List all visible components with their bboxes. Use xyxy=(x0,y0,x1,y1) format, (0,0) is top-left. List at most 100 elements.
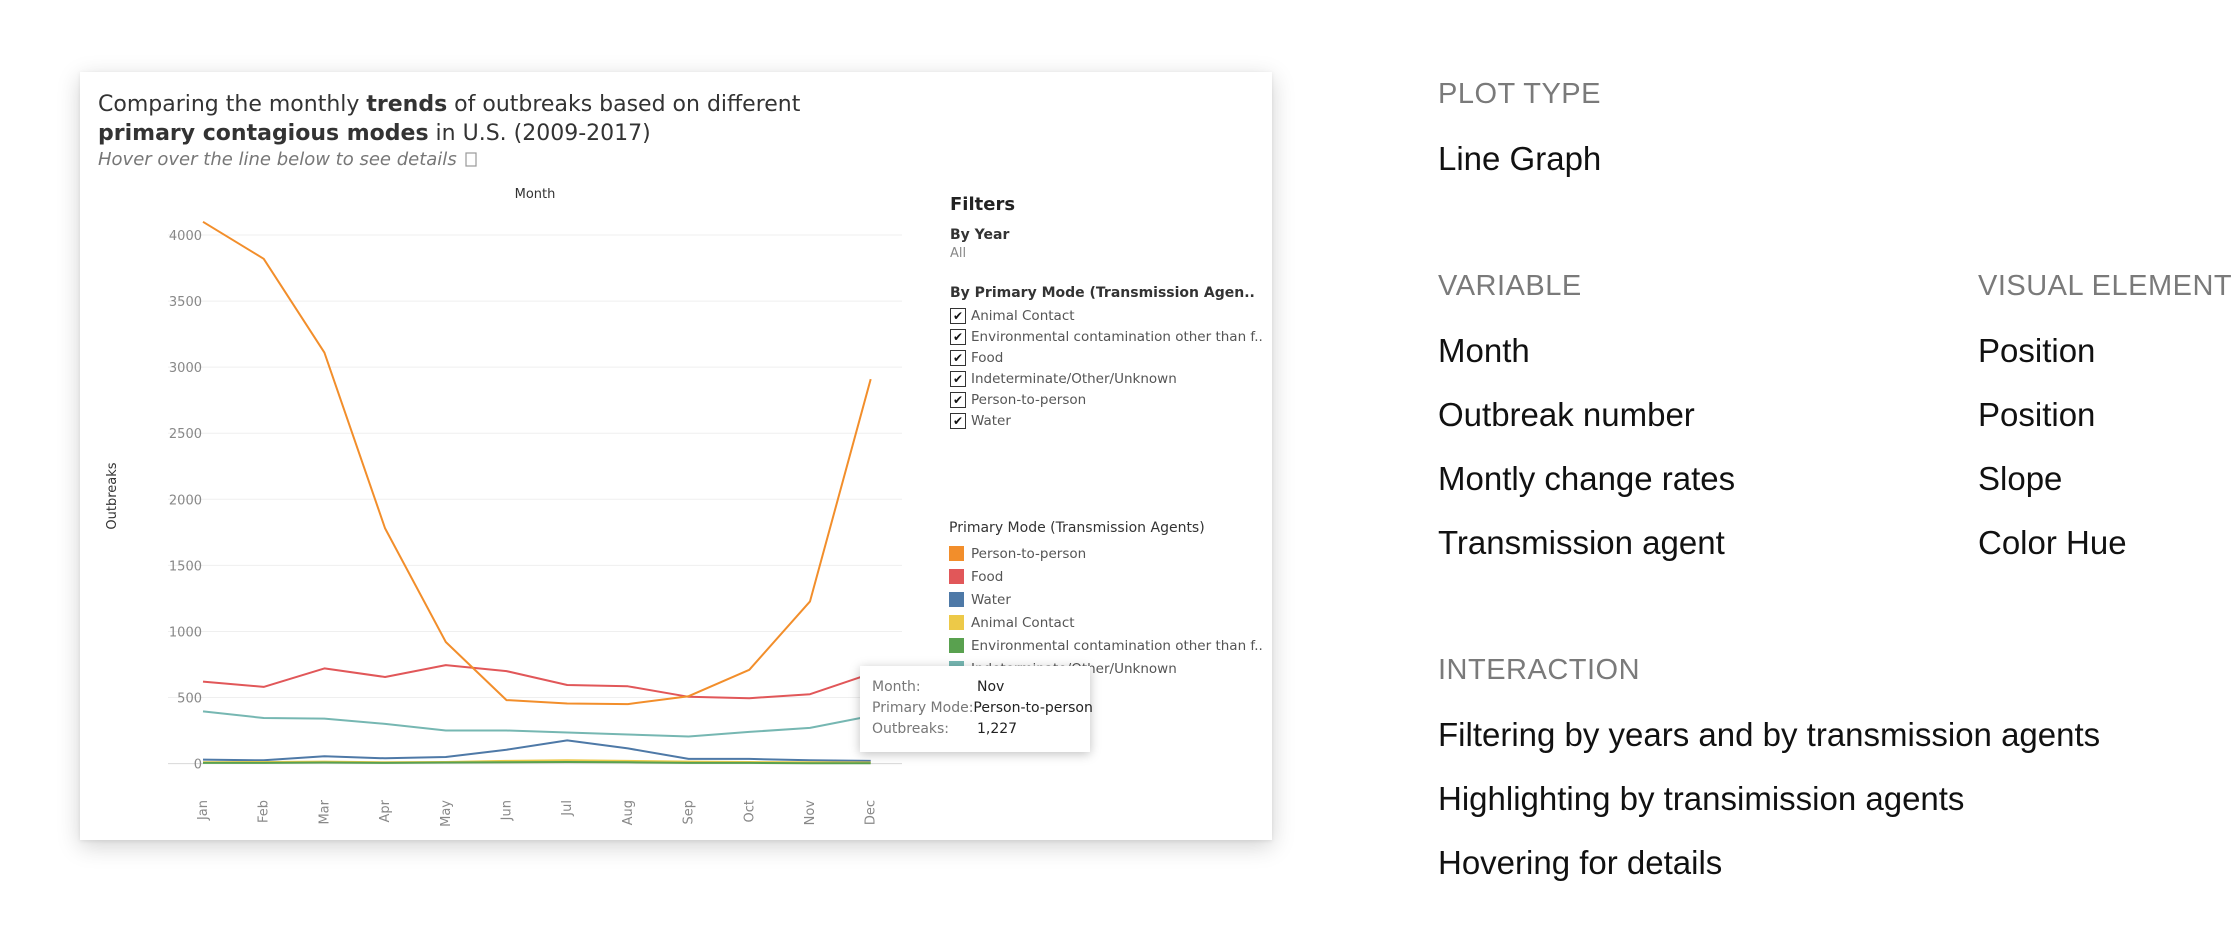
y-axis-label: Outbreaks xyxy=(105,462,120,529)
legend-item-water[interactable]: Water xyxy=(949,588,1271,611)
filter-item-person-to-person[interactable]: ✔ Person-to-person xyxy=(950,389,1270,410)
checkbox-icon[interactable]: ✔ xyxy=(950,412,966,429)
filter-label: Food xyxy=(971,349,1004,366)
checkbox-icon[interactable]: ✔ xyxy=(950,307,966,324)
visual-element-heading: VISUAL ELEMENT xyxy=(1978,270,2232,302)
variable-item: Month xyxy=(1438,332,1530,369)
y-tick-label: 3000 xyxy=(169,361,202,376)
by-year-select[interactable]: All xyxy=(950,246,967,261)
tooltip-month-value: Nov xyxy=(977,678,1005,695)
legend-swatch xyxy=(949,546,964,561)
legend-item-person-to-person[interactable]: Person-to-person xyxy=(949,542,1271,565)
x-tick-label: Jul xyxy=(560,800,575,817)
x-tick-label: Jan xyxy=(196,800,211,821)
filter-label: Indeterminate/Other/Unknown xyxy=(971,370,1177,387)
filter-item-water[interactable]: ✔ Water xyxy=(950,410,1270,431)
variable-item: Outbreak number xyxy=(1438,396,1695,433)
variable-item: Transmission agent xyxy=(1438,524,1725,561)
tooltip-mode-value: Person-to-person xyxy=(973,699,1093,716)
y-tick-label: 1000 xyxy=(169,625,202,640)
by-mode-label: By Primary Mode (Transmission Agen.. xyxy=(950,285,1255,301)
info-panel: PLOT TYPE Line Graph VARIABLE VISUAL ELE… xyxy=(1438,0,2232,928)
subtitle-text: Hover over the line below to see details xyxy=(98,149,457,170)
x-tick-label: May xyxy=(439,800,454,827)
checkbox-icon[interactable]: ✔ xyxy=(950,370,966,387)
visual-element-item: Position xyxy=(1978,332,2096,369)
legend-swatch xyxy=(949,569,964,584)
checkbox-icon[interactable]: ✔ xyxy=(950,328,966,345)
x-tick-label: Nov xyxy=(803,800,818,826)
x-tick-label: Oct xyxy=(742,800,757,822)
visual-element-item: Color Hue xyxy=(1978,524,2127,561)
y-tick-label: 0 xyxy=(194,758,202,773)
legend-swatch xyxy=(949,592,964,607)
filters-panel: Filters By Year All By Primary Mode (Tra… xyxy=(950,194,1270,431)
filter-item-food[interactable]: ✔ Food xyxy=(950,347,1270,368)
filter-label: Water xyxy=(971,412,1011,429)
x-tick-label: Apr xyxy=(378,799,393,822)
variable-heading: VARIABLE xyxy=(1438,270,1582,302)
filter-label: Person-to-person xyxy=(971,391,1087,408)
filter-item-environmental[interactable]: ✔ Environmental contamination other than … xyxy=(950,326,1270,347)
y-tick-label: 2500 xyxy=(169,427,202,442)
legend-label: Food xyxy=(971,568,1004,585)
info-icon[interactable] xyxy=(465,152,478,167)
viz-card: Comparing the monthly trends of outbreak… xyxy=(80,72,1272,840)
legend-label: Person-to-person xyxy=(971,545,1087,562)
tooltip-mode-label: Primary Mode: xyxy=(872,699,974,716)
x-tick-label: Dec xyxy=(864,800,879,825)
x-tick-label: Aug xyxy=(621,800,636,825)
x-tick-label: Sep xyxy=(682,800,697,825)
line-chart[interactable]: 0 500 1000 1500 2000 2500 3000 3500 4000 Outbreak… xyxy=(80,72,1272,840)
by-year-label: By Year xyxy=(950,227,1010,243)
x-tick-label: Mar xyxy=(317,799,332,824)
legend-item-food[interactable]: Food xyxy=(949,565,1271,588)
x-tick-label: Jun xyxy=(500,800,515,821)
y-tick-label: 500 xyxy=(177,692,202,707)
legend-label: Animal Contact xyxy=(971,614,1075,631)
y-tick-label: 1500 xyxy=(169,559,202,574)
legend-item-animal-contact[interactable]: Animal Contact xyxy=(949,611,1271,634)
filter-item-indeterminate[interactable]: ✔ Indeterminate/Other/Unknown xyxy=(950,368,1270,389)
plot-type-value: Line Graph xyxy=(1438,140,1602,177)
legend-title: Primary Mode (Transmission Agents) xyxy=(949,520,1205,536)
tooltip-month-label: Month: xyxy=(872,678,921,695)
plot-type-heading: PLOT TYPE xyxy=(1438,78,1601,110)
variable-item: Montly change rates xyxy=(1438,460,1736,497)
interaction-item: Highlighting by transimission agents xyxy=(1438,780,1965,817)
tooltip-outbreaks-value: 1,227 xyxy=(977,720,1018,737)
tooltip-month-row: Month: Nov xyxy=(872,676,1078,697)
x-axis-label: Month xyxy=(515,187,556,202)
series-line-food xyxy=(202,664,872,700)
legend-item-environmental[interactable]: Environmental contamination other than f… xyxy=(949,634,1271,657)
tooltip-mode-row: Primary Mode: Person-to-person xyxy=(872,697,1093,718)
legend: Primary Mode (Transmission Agents) Perso… xyxy=(949,520,1271,680)
series-line-person-to-person xyxy=(202,220,872,706)
y-tick-label: 4000 xyxy=(169,229,202,244)
series-line-water xyxy=(202,739,871,762)
legend-swatch xyxy=(949,615,964,630)
y-tick-label: 2000 xyxy=(169,493,202,508)
interaction-item: Filtering by years and by transmission a… xyxy=(1438,716,2101,753)
tooltip: Month: Nov Primary Mode: Person-to-person … xyxy=(860,666,1093,752)
filters-title: Filters xyxy=(950,194,1016,215)
y-tick-label: 3500 xyxy=(169,295,202,310)
chart-title: Comparing the monthly trends of outbreak… xyxy=(98,92,801,146)
series-line-environmental-contamination-other-than-f xyxy=(203,761,871,765)
visual-element-item: Position xyxy=(1978,396,2096,433)
legend-label: Water xyxy=(971,591,1011,608)
interaction-heading: INTERACTION xyxy=(1438,654,1641,686)
checkbox-icon[interactable]: ✔ xyxy=(950,391,966,408)
x-tick-label: Feb xyxy=(257,800,272,823)
filter-label: Environmental contamination other than f… xyxy=(971,328,1263,345)
series-line-indeterminate-other-unknown xyxy=(202,710,871,738)
filter-label: Animal Contact xyxy=(971,307,1075,324)
chart-subtitle: Hover over the line below to see details xyxy=(98,149,478,170)
filter-item-animal-contact[interactable]: ✔ Animal Contact xyxy=(950,305,1270,326)
mode-filter-list: ✔ Animal Contact ✔ Environmental contamina… xyxy=(950,305,1270,431)
tooltip-outbreaks-row: Outbreaks: 1,227 xyxy=(872,718,1078,739)
interaction-item: Hovering for details xyxy=(1438,844,1723,881)
legend-label: Environmental contamination other than f… xyxy=(971,637,1263,654)
checkbox-icon[interactable]: ✔ xyxy=(950,349,966,366)
visual-element-item: Slope xyxy=(1978,460,2063,497)
